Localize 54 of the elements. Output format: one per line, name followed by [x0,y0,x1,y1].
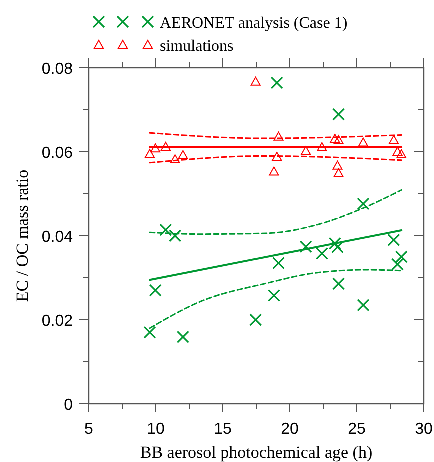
point [274,132,284,141]
y-tick-label: 0.02 [42,313,74,330]
point [357,198,370,210]
x-tick-label: 15 [214,421,232,438]
point [328,237,342,250]
x-tick-label: 5 [84,421,94,438]
y-tick-label: 0.08 [42,61,74,78]
point [250,76,261,86]
y-tick-label: 0 [64,397,74,414]
y-axis-title: EC / OC mass ratio [13,170,32,302]
point [357,299,370,312]
point [144,149,155,158]
legend-label: AERONET analysis (Case 1) [160,15,348,32]
x-tick-label: 20 [281,421,299,438]
point [317,142,328,152]
point [316,247,328,260]
point [178,150,188,160]
point [144,326,156,339]
point [391,258,404,271]
x-axis-title: BB aerosol photochemical age (h) [140,443,373,462]
point [176,330,190,344]
point [330,134,340,143]
point [268,289,280,302]
point [160,142,171,151]
point [270,76,284,90]
point [332,108,346,121]
point [300,240,312,254]
point [168,230,182,242]
point [150,144,161,153]
point [170,154,180,164]
point [334,168,344,178]
x-tick-label: 25 [348,421,366,438]
point [392,147,403,156]
point [388,135,399,144]
point [301,146,312,156]
x-tick-label: 10 [147,421,165,438]
point [272,152,282,162]
x-tick-label: 30 [415,421,433,438]
point [332,160,343,170]
point [332,278,346,290]
legend-label: simulations [160,38,234,55]
point [272,257,286,270]
point [269,166,280,176]
point [396,150,407,159]
point [331,241,344,254]
y-tick-label: 0.06 [42,145,74,162]
point [395,250,408,264]
point [160,224,172,236]
y-tick-label: 0.04 [42,229,74,246]
point [388,234,400,246]
point [149,284,162,297]
point [358,138,368,147]
point [334,135,344,144]
point [250,314,262,326]
